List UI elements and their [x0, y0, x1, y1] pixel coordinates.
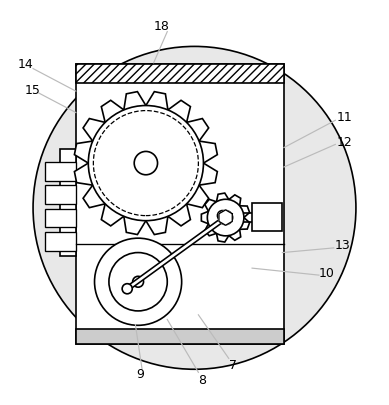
Circle shape — [88, 106, 203, 221]
Text: 14: 14 — [18, 58, 33, 71]
Circle shape — [207, 200, 244, 236]
Circle shape — [33, 47, 356, 369]
Text: 11: 11 — [336, 111, 352, 124]
Text: 18: 18 — [154, 19, 169, 32]
Bar — [45, 162, 76, 181]
Text: 7: 7 — [230, 358, 237, 371]
Text: 9: 9 — [136, 367, 144, 381]
Bar — [242, 213, 252, 223]
Bar — [76, 65, 284, 344]
Text: 15: 15 — [25, 83, 41, 96]
Bar — [76, 329, 284, 344]
Circle shape — [95, 239, 182, 326]
Bar — [45, 232, 76, 251]
Bar — [60, 150, 76, 257]
Text: 8: 8 — [198, 373, 206, 386]
Text: 13: 13 — [335, 239, 350, 252]
Circle shape — [219, 211, 233, 225]
Circle shape — [134, 152, 158, 175]
Text: 10: 10 — [319, 266, 335, 279]
Circle shape — [133, 277, 144, 288]
Text: 12: 12 — [336, 136, 352, 149]
Circle shape — [109, 253, 167, 311]
Bar — [45, 186, 76, 205]
Bar — [252, 204, 282, 232]
Polygon shape — [74, 92, 217, 235]
Bar — [76, 65, 284, 83]
Polygon shape — [202, 194, 250, 243]
Polygon shape — [219, 210, 232, 226]
Circle shape — [122, 284, 132, 294]
Circle shape — [217, 211, 228, 221]
Bar — [45, 209, 76, 228]
